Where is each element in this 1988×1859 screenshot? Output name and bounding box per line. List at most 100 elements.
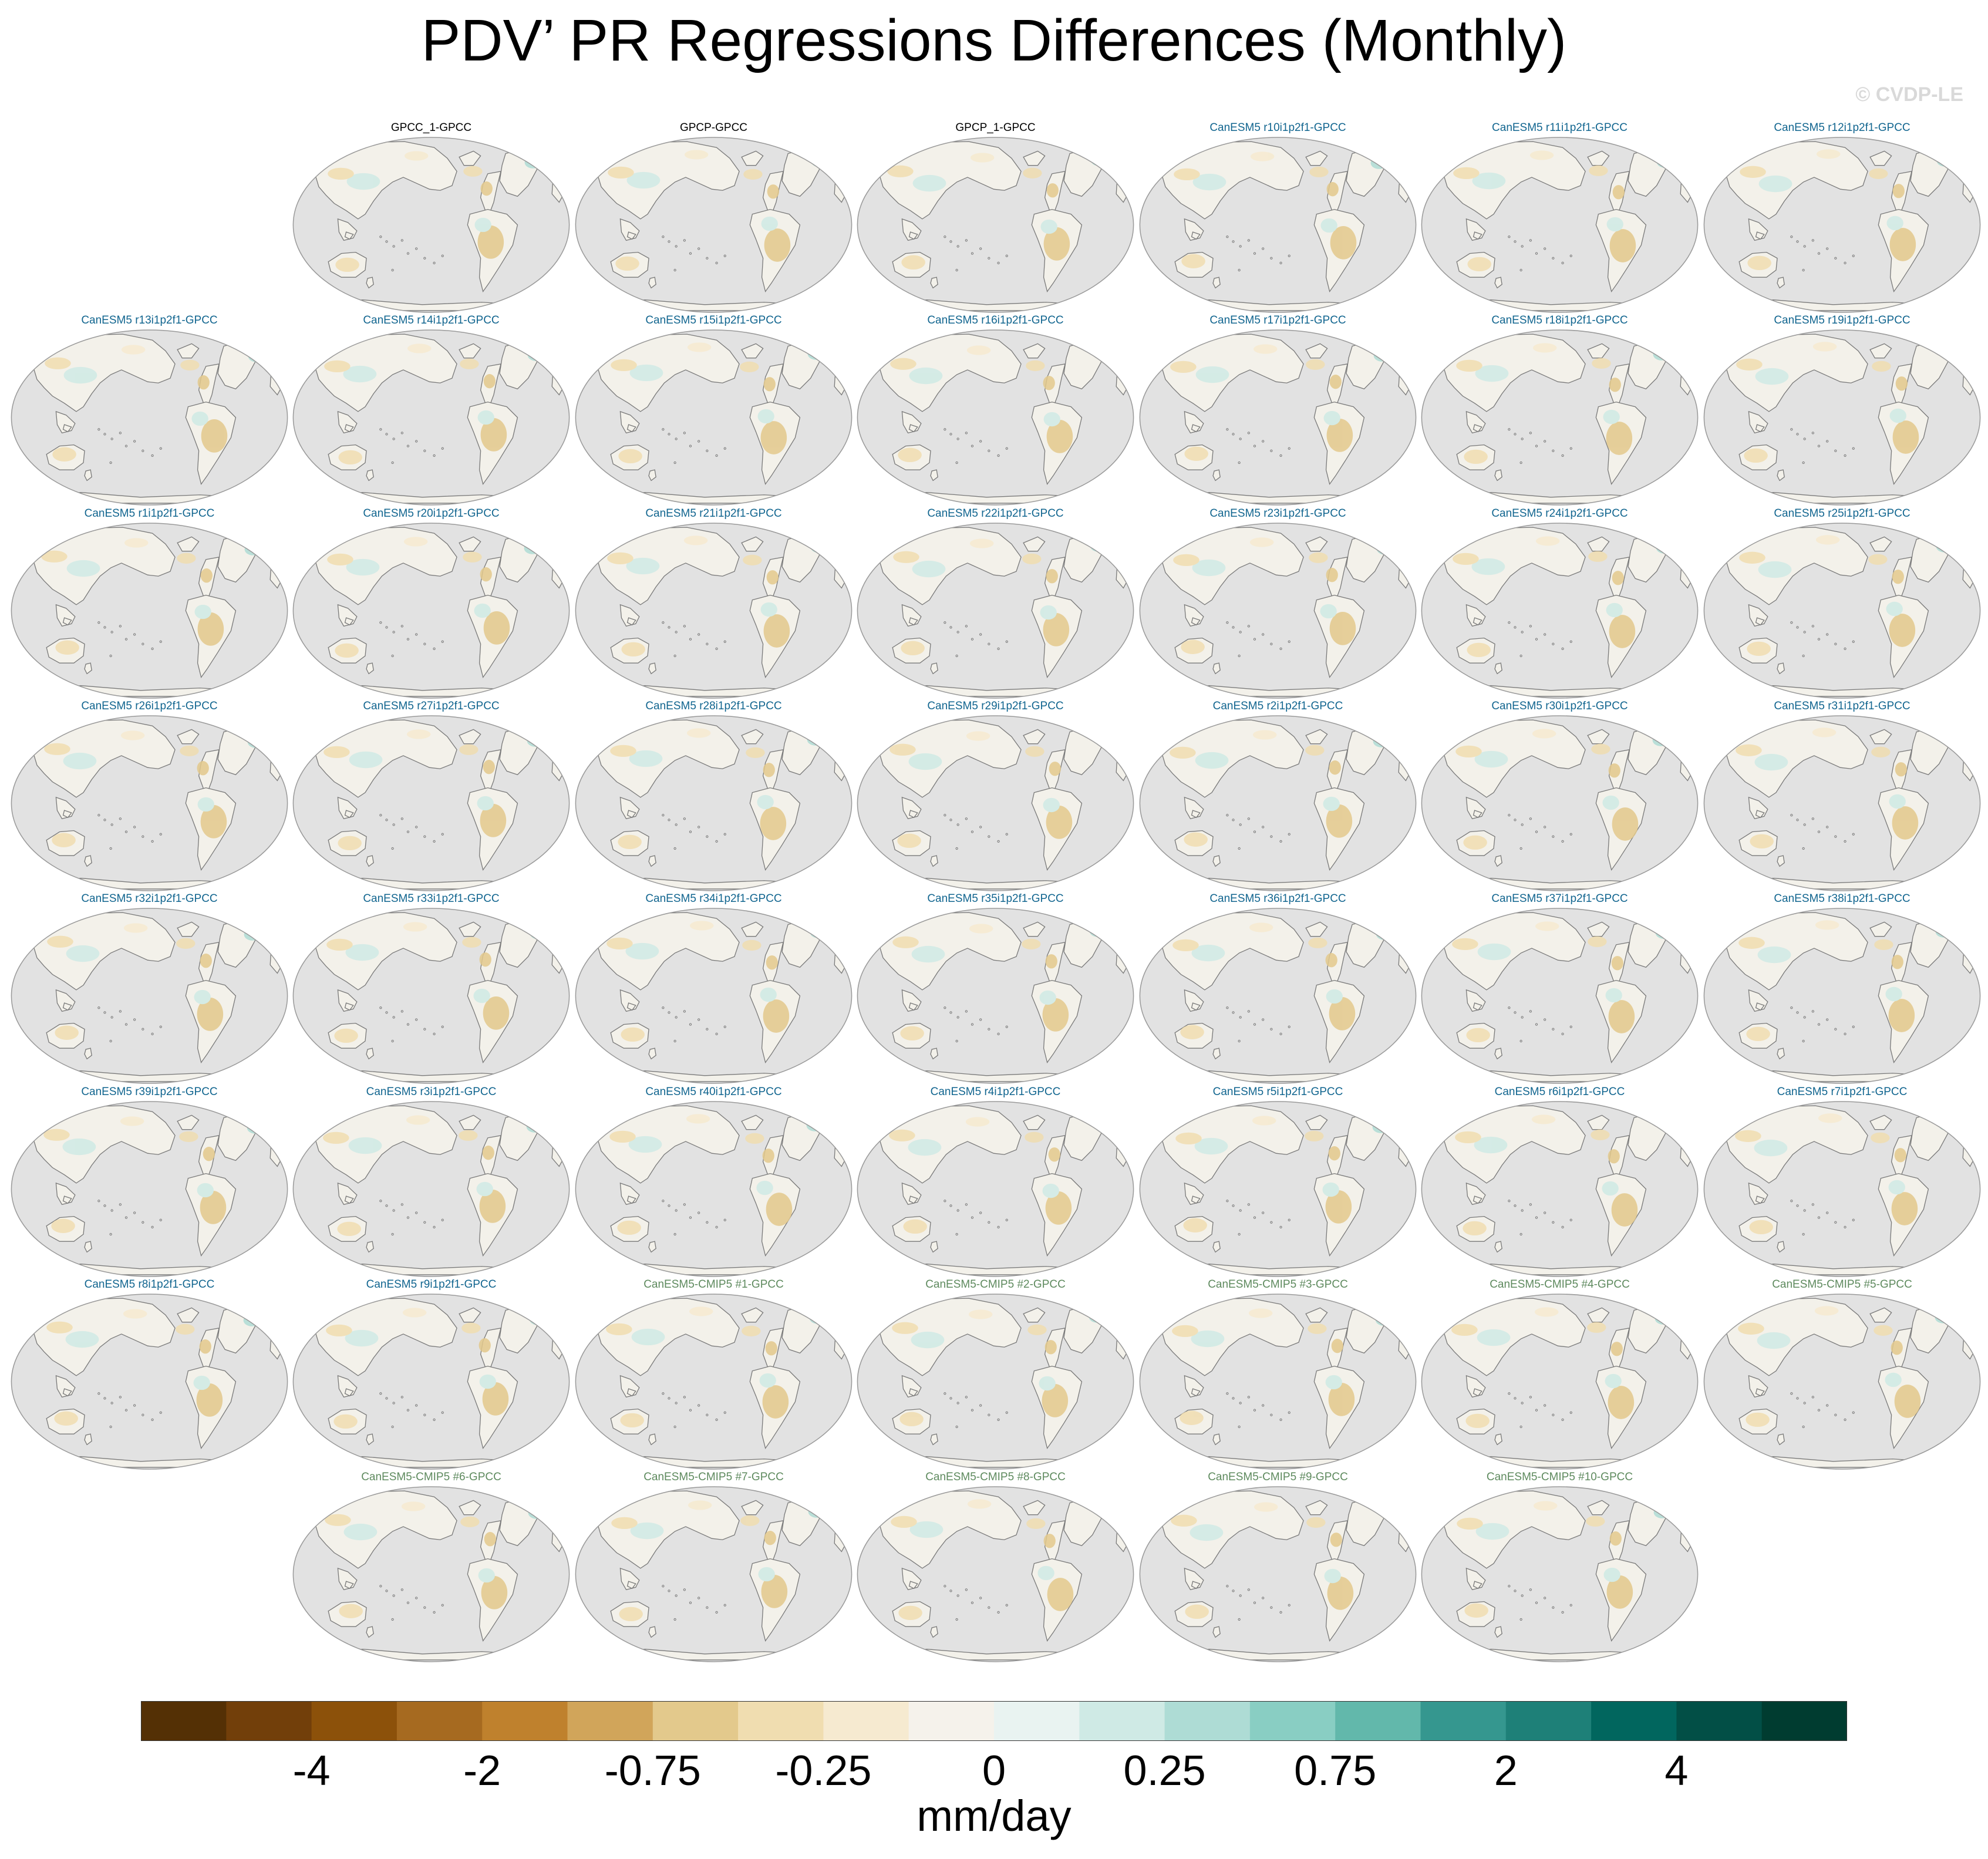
island [159,1411,162,1414]
island [103,1204,106,1207]
island [1514,819,1517,821]
anomaly-shading [901,641,925,655]
anomaly-shading [1587,1322,1606,1333]
map-panel: CanESM5 r29i1p2f1-GPCC [854,700,1137,893]
anomaly-shading [1656,541,1673,554]
island [1226,235,1229,238]
island [423,257,426,260]
land-outline [626,424,636,433]
island [1826,633,1829,636]
island [662,428,665,431]
island [668,819,670,821]
anomaly-shading [1249,922,1273,932]
colorbar-swatch [226,1701,312,1741]
anomaly-shading [1888,999,1915,1032]
island [1796,1011,1799,1014]
anomaly-shading [1043,613,1070,646]
land-outline [459,1307,481,1323]
island [668,1589,670,1592]
island [1802,1039,1805,1043]
island [1569,833,1572,836]
land-outline [626,1581,636,1589]
anomaly-shading [1306,1517,1326,1528]
island [662,1200,665,1203]
anomaly-shading [766,570,779,585]
island [979,1404,982,1407]
land-outline [1191,1002,1201,1011]
land-outline [930,1241,938,1253]
island [124,444,128,447]
map-frame [292,1101,570,1277]
anomaly-shading [968,1309,993,1319]
anomaly-shading [243,1314,260,1326]
island [675,631,678,634]
island [1535,1023,1538,1026]
island [698,1404,700,1407]
anomaly-shading [335,257,359,272]
anomaly-shading [898,447,922,462]
anomaly-shading [746,747,765,758]
anomaly-shading [479,1338,491,1353]
panel-title: CanESM5 r12i1p2f1-GPCC [1774,122,1910,134]
map-frame [292,329,570,506]
anomaly-shading [1457,1517,1483,1530]
map-globe [1703,523,1981,699]
island [1790,621,1793,624]
island [1569,1411,1572,1414]
island [406,638,410,641]
map-panel: CanESM5 r22i1p2f1-GPCC [854,507,1137,700]
anomaly-shading [891,1516,917,1528]
anomaly-shading [1328,1146,1340,1161]
anomaly-shading [1531,1114,1556,1124]
anomaly-shading [1602,795,1619,810]
colorbar-swatch [1761,1701,1847,1741]
island [979,633,982,636]
map-panel: CanESM5 r20i1p2f1-GPCC [290,507,572,700]
island [1226,1006,1229,1009]
land-outline [741,1114,764,1130]
island [133,440,136,443]
island [1239,1209,1242,1212]
land-outline [741,1500,764,1516]
anomaly-shading [1330,1533,1342,1547]
land-outline [459,150,481,166]
map-globe [857,137,1134,313]
island [706,449,709,452]
island [1226,1200,1229,1203]
island [979,247,982,250]
island [689,252,692,255]
land-outline [626,231,636,240]
island [979,1211,982,1214]
anomaly-shading [530,927,547,939]
anomaly-shading [196,1383,223,1417]
anomaly-shading [1331,1339,1343,1353]
map-globe [1139,1294,1417,1470]
island [109,1425,112,1429]
land-outline [366,662,374,675]
island [133,1018,136,1021]
land-outline [459,1114,481,1130]
map-frame [857,1101,1134,1277]
anomaly-shading [43,1129,70,1141]
land-outline [459,1500,481,1516]
map-frame [575,1101,853,1277]
map-frame [1139,715,1417,891]
anomaly-shading [1603,1567,1620,1582]
anomaly-shading [1747,641,1771,656]
land-outline [459,343,481,359]
land-outline [33,1105,176,1184]
island [955,268,958,272]
land-outline [459,921,481,937]
island [965,1396,968,1399]
land-outline [1755,617,1765,626]
panel-title: CanESM5 r8i1p2f1-GPCC [84,1278,215,1291]
anomaly-shading [763,614,790,648]
island [415,826,418,829]
map-panel: CanESM5 r9i1p2f1-GPCC [290,1278,572,1471]
island [433,1032,436,1035]
anomaly-shading [323,1131,349,1144]
land-outline [62,1195,72,1204]
anomaly-shading [1939,733,1956,745]
panel-title: GPCP-GPCC [679,122,748,134]
island [965,817,968,820]
